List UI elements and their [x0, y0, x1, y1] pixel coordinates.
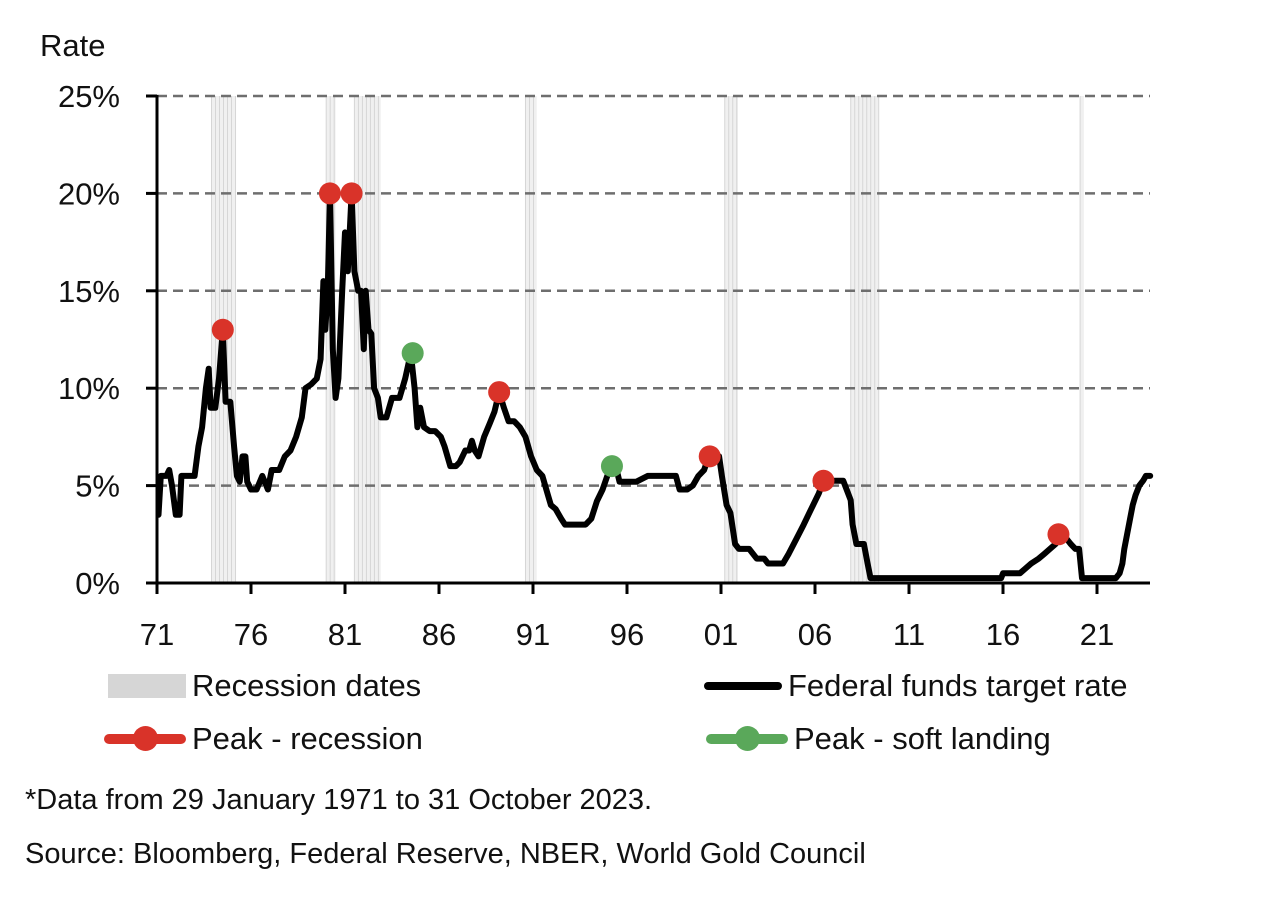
x-tick-label: 86 [422, 617, 456, 652]
line-swatch-icon [704, 682, 782, 690]
fed-funds-chart: 0% 5% 10% 15% 20% 25% 71 76 81 86 91 96 01 06 11 16 21 [58, 79, 1154, 652]
peak-soft-landing-marker [401, 342, 424, 365]
rate-line-group [155, 190, 1154, 582]
x-tick-labels: 71 76 81 86 91 96 01 06 11 16 21 [140, 617, 1114, 652]
fed-funds-rate-line [155, 190, 1154, 582]
peak-recession-marker [211, 318, 234, 341]
legend-peak-recession: Peak - recession [104, 721, 423, 757]
y-tick-label: 5% [75, 469, 120, 504]
peak-markers [211, 182, 1070, 546]
peak-recession-marker [698, 445, 721, 468]
y-tick-label: 10% [58, 371, 120, 406]
peak-recession-marker [1047, 523, 1070, 546]
green-marker-swatch-icon [706, 726, 788, 751]
legend-recession: Recession dates [108, 668, 421, 704]
y-axis-title: Rate [40, 28, 106, 63]
x-tick-label: 76 [234, 617, 268, 652]
red-marker-swatch-icon [104, 726, 186, 751]
source-note: Source: Bloomberg, Federal Reserve, NBER… [25, 838, 866, 870]
legend-label: Recession dates [192, 668, 422, 703]
peak-soft-landing-marker [600, 455, 623, 478]
x-tick-label: 16 [986, 617, 1020, 652]
peak-recession-marker [318, 182, 341, 205]
peak-recession-marker [812, 469, 835, 492]
recession-band [724, 96, 738, 583]
recession-swatch-icon [108, 674, 186, 698]
x-tick-label: 06 [798, 617, 832, 652]
x-tick-label: 01 [704, 617, 738, 652]
x-tick-label: 96 [610, 617, 644, 652]
y-tick-label: 25% [58, 79, 120, 114]
axes [146, 94, 1150, 594]
recession-band [1080, 96, 1084, 583]
peak-recession-marker [488, 381, 511, 404]
y-tick-label: 0% [75, 566, 120, 601]
recession-band [525, 96, 537, 583]
data-range-note: *Data from 29 January 1971 to 31 October… [25, 784, 653, 816]
x-tick-label: 21 [1080, 617, 1114, 652]
gridlines [157, 94, 1150, 487]
y-tick-labels: 0% 5% 10% 15% 20% 25% [58, 79, 120, 601]
peak-recession-marker [340, 182, 363, 205]
legend-peak-soft-landing: Peak - soft landing [706, 721, 1051, 757]
y-tick-label: 20% [58, 176, 120, 211]
legend-label: Peak - recession [192, 721, 423, 756]
x-tick-label: 71 [140, 617, 174, 652]
legend-label: Peak - soft landing [794, 721, 1051, 756]
legend-label: Federal funds target rate [788, 668, 1128, 703]
y-tick-label: 15% [58, 274, 120, 309]
x-tick-label: 81 [328, 617, 362, 652]
x-tick-label: 91 [516, 617, 550, 652]
x-tick-label: 11 [893, 617, 925, 652]
legend-fed-funds: Federal funds target rate [704, 668, 1127, 704]
